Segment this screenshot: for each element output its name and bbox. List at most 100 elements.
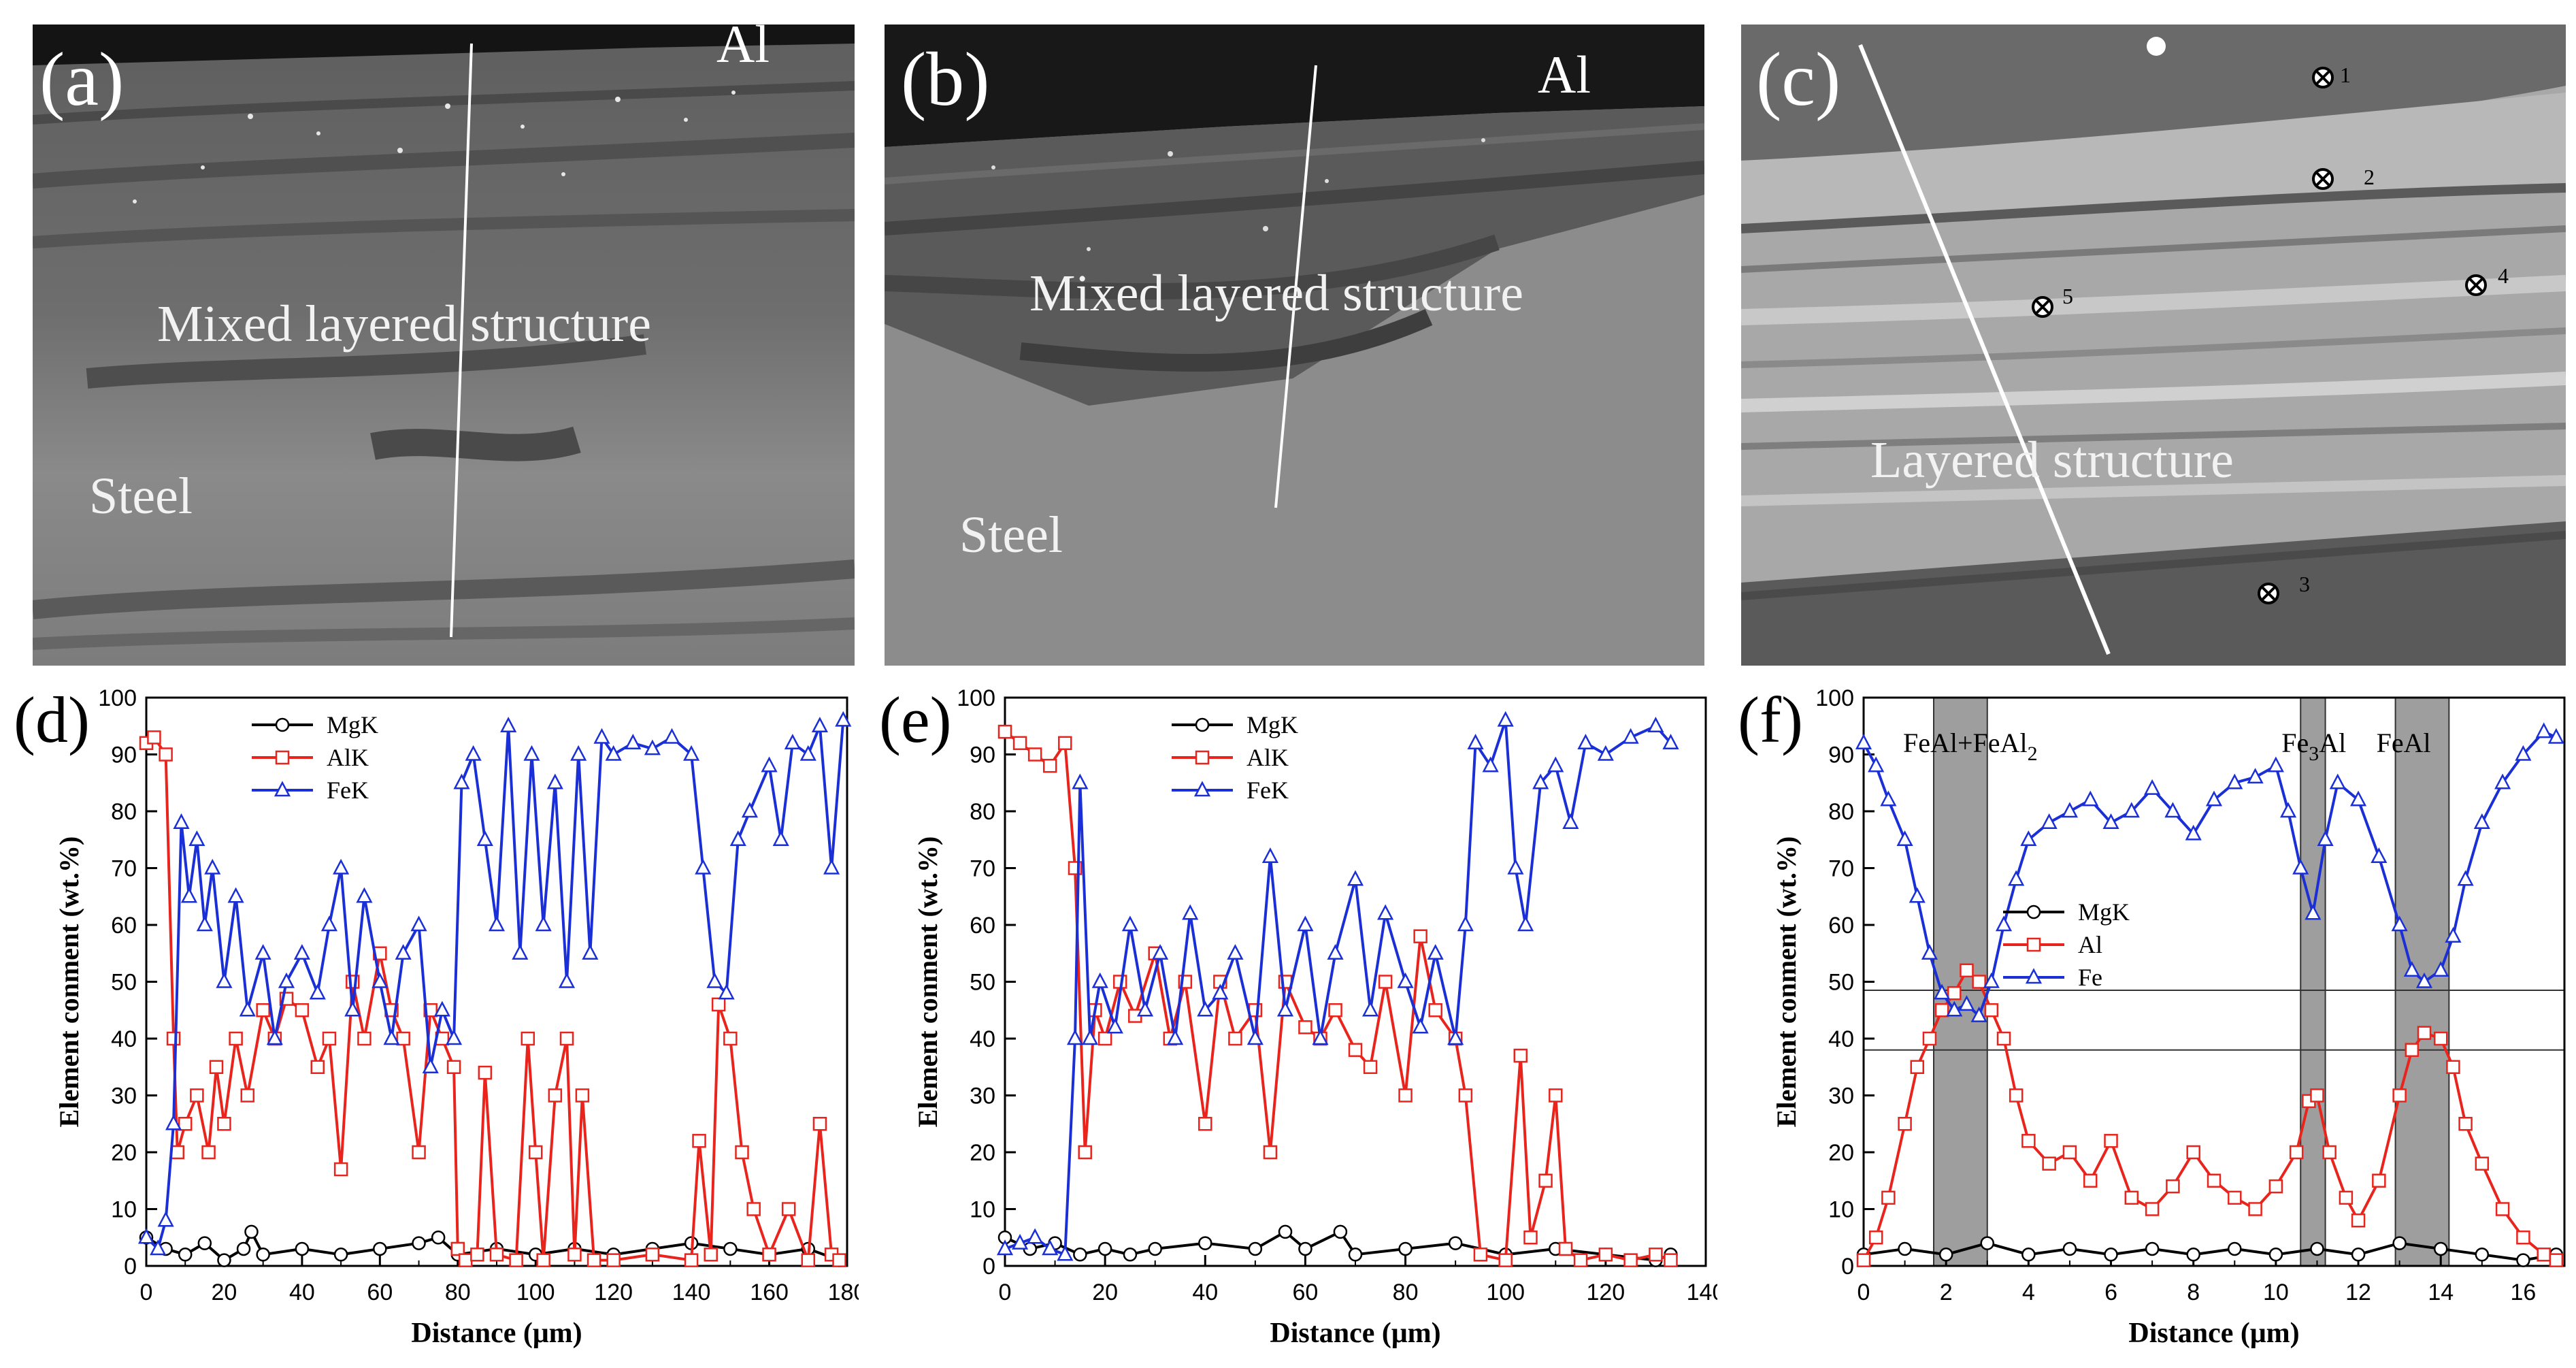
data-point-fe (2349, 790, 2367, 807)
data-point-al (2083, 1173, 2098, 1188)
data-point-fek (239, 1000, 256, 1017)
data-point-al (2516, 1231, 2530, 1245)
chart-e: 0 20 40 60 80 100 120 140 0 10 20 30 40 50 60 70 80 90 100… (859, 677, 1717, 1361)
data-point-alk (1473, 1248, 1488, 1262)
x-tick-label: 40 (289, 1280, 315, 1305)
y-tick-label: 80 (1828, 799, 1854, 825)
x-tick-label: 16 (2510, 1280, 2536, 1305)
data-point-fe (1896, 830, 1913, 846)
data-point-fek (356, 887, 373, 903)
data-point-alk (812, 1117, 827, 1131)
x-tick-label: 0 (140, 1280, 153, 1305)
legend-entry-al: Al (2078, 931, 2102, 958)
data-point-al (1898, 1117, 1912, 1131)
data-point-mgk (1298, 1241, 1312, 1256)
data-point-alk (1623, 1253, 1638, 1267)
data-point-fek (150, 1239, 167, 1256)
data-point-alk (1042, 758, 1057, 773)
data-point-fek (227, 887, 244, 903)
panel-c-label: (c) (1756, 37, 1840, 122)
data-point-alk (997, 724, 1012, 739)
data-point-al (2268, 1179, 2283, 1194)
data-point-fe (1868, 756, 1885, 772)
data-point-alk (1523, 1231, 1538, 1245)
panel-a-al-label: Al (716, 25, 770, 74)
data-point-alk (567, 1248, 582, 1262)
data-point-al (2446, 1060, 2460, 1074)
data-point-fek (1427, 944, 1444, 960)
data-point-fek (683, 745, 700, 761)
data-point-mgk (2475, 1248, 2490, 1262)
data-point-fek (1312, 1029, 1329, 1045)
x-axis-label: Distance (μm) (1270, 1318, 1440, 1349)
data-point-fek (1012, 1233, 1029, 1250)
data-point-al (2021, 1134, 2036, 1148)
data-point-mgk (1097, 1241, 1112, 1256)
data-point-mgk (2310, 1241, 2324, 1256)
panel-b-mixed-label: Mixed layered structure (1029, 265, 1523, 322)
sem-image-a: (a) Al Mixed layered structure Steel (33, 25, 855, 666)
legend-marker (1195, 717, 1210, 732)
data-point-mgk (1448, 1236, 1463, 1250)
data-point-fek (535, 915, 552, 932)
panel-a-steel-label: Steel (89, 468, 193, 525)
data-point-mgk (2145, 1241, 2160, 1256)
panel-b-steel-label: Steel (959, 506, 1063, 564)
data-point-fe (2102, 813, 2119, 829)
data-point-fek (395, 944, 412, 960)
y-tick-label: 80 (111, 799, 137, 825)
data-point-fek (500, 717, 517, 732)
x-tick-label: 60 (1293, 1280, 1319, 1305)
y-tick-label: 50 (970, 970, 995, 996)
y-tick-label: 30 (111, 1084, 137, 1109)
data-point-fek (761, 756, 778, 772)
legend-marker (275, 717, 290, 732)
x-tick-label: 100 (516, 1280, 555, 1305)
data-point-fek (344, 1000, 361, 1017)
data-point-mgk (2228, 1241, 2242, 1256)
data-point-alk (147, 730, 161, 745)
data-point-fek (593, 728, 610, 744)
panel-a-mixed-label: Mixed layered structure (157, 295, 651, 353)
x-tick-label: 60 (367, 1280, 393, 1305)
data-point-fe (1880, 790, 1897, 807)
data-point-fek (523, 745, 540, 761)
data-point-fe (2247, 768, 2264, 784)
data-point-fe (2267, 756, 2284, 772)
data-point-alk (1458, 1088, 1473, 1103)
data-point-alk (310, 1060, 325, 1074)
data-point-mgk (2104, 1248, 2118, 1262)
point-marker-3: 3 (2258, 572, 2310, 604)
data-point-al (2339, 1190, 2354, 1205)
data-point-alk (240, 1088, 255, 1103)
data-point-fe (2515, 745, 2532, 761)
plot-frame (1004, 696, 1707, 1267)
x-tick-label: 140 (672, 1280, 711, 1305)
data-point-alk (1549, 1088, 1563, 1103)
data-point-mgk (373, 1241, 387, 1256)
data-point-fe (1983, 972, 2000, 988)
data-point-alk (536, 1253, 550, 1267)
data-point-fek (1507, 858, 1524, 875)
y-tick-label: 30 (970, 1084, 995, 1109)
phase-label-2: Fe3Al (2281, 728, 2346, 765)
data-point-fek (1497, 711, 1514, 727)
legend-entry-fek: FeK (1246, 777, 1289, 804)
panel-b-label: (b) (901, 37, 990, 122)
data-point-alk (1348, 1043, 1363, 1057)
phase-band-2 (2300, 697, 2326, 1267)
x-tick-label: 40 (1192, 1280, 1218, 1305)
data-point-al (2009, 1088, 2024, 1103)
panel-c-layered-label: Layered structure (1870, 431, 2234, 489)
data-point-fek (1377, 904, 1394, 920)
x-tick-label: 80 (445, 1280, 471, 1305)
point-marker-2: 2 (2312, 165, 2375, 190)
data-point-fe (2432, 961, 2449, 977)
data-point-fek (663, 728, 680, 744)
data-point-mgk (295, 1241, 310, 1256)
data-point-alk (446, 1060, 461, 1074)
data-point-fek (196, 915, 213, 932)
data-point-al (2248, 1202, 2262, 1216)
chart-f: FeAl+FeAl2 Fe3Al FeAl 0 2 4 6 8 10 12 14 16 0 10 20 30 4… (1717, 677, 2576, 1361)
data-point-alk (704, 1248, 718, 1262)
